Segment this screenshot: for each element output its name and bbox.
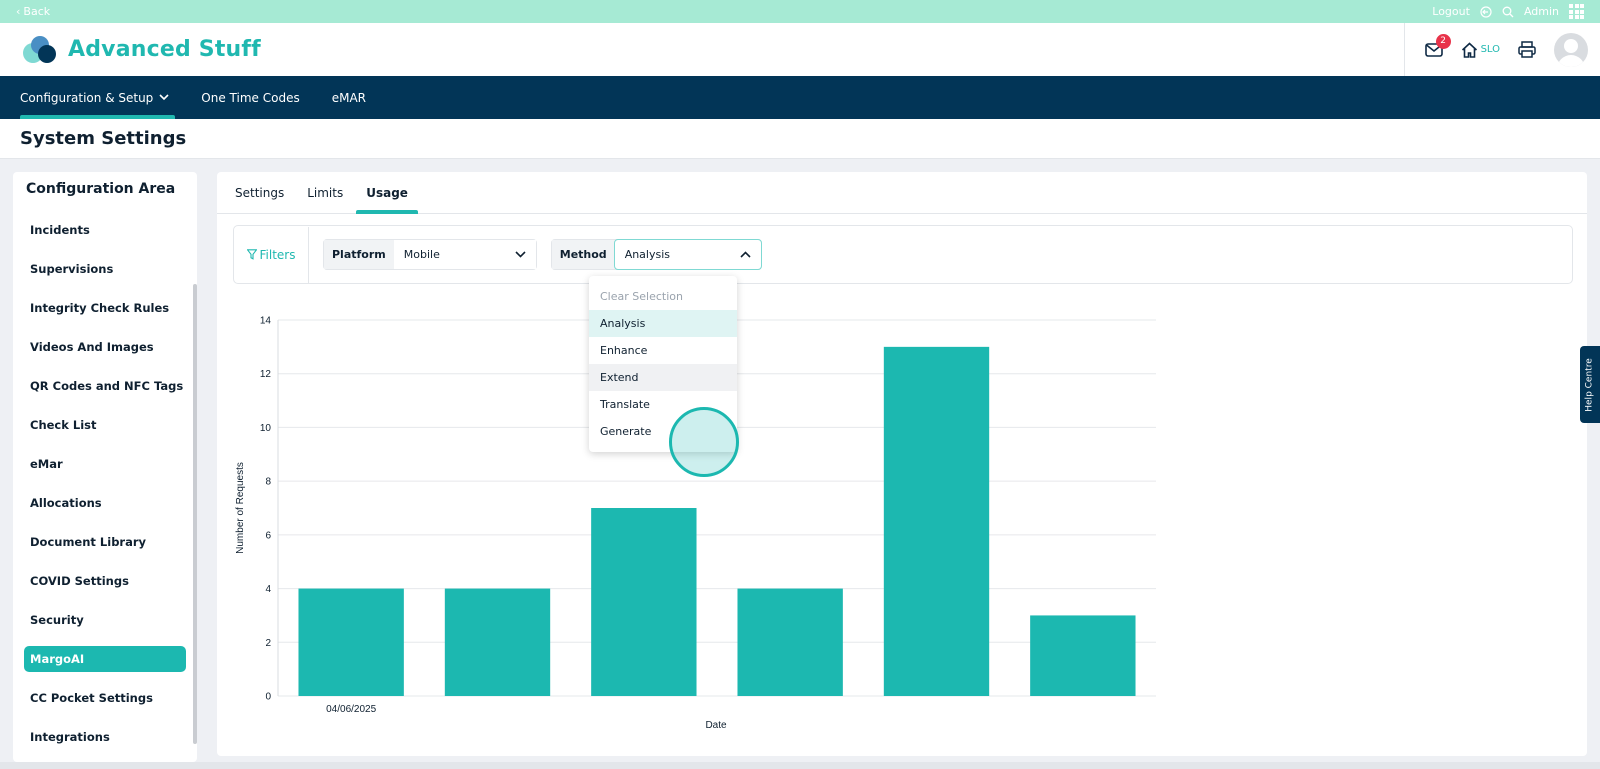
filters-button[interactable]: Filters <box>234 226 309 283</box>
filter-icon <box>246 249 257 260</box>
logout-link[interactable]: Logout <box>1432 5 1470 18</box>
main-panel: Settings Limits Usage Filters Platform M… <box>217 172 1587 756</box>
platform-select[interactable]: Mobile <box>393 240 536 269</box>
chevron-left-icon: ‹ <box>16 5 21 18</box>
option-extend[interactable]: Extend <box>589 364 737 391</box>
print-icon <box>1518 41 1536 58</box>
method-value: Analysis <box>624 248 671 261</box>
option-translate[interactable]: Translate <box>600 398 650 411</box>
sidebar-item-integrity-check-rules[interactable]: Integrity Check Rules <box>30 301 170 315</box>
sidebar-item-incidents[interactable]: Incidents <box>30 223 90 237</box>
mail-button[interactable]: 2 <box>1424 33 1451 57</box>
search-icon[interactable] <box>1502 6 1514 18</box>
apps-grid-icon[interactable] <box>1569 4 1584 19</box>
chevron-up-icon <box>740 251 751 258</box>
method-filter: Method Analysis <box>550 239 762 270</box>
sidebar-title: Configuration Area <box>26 181 176 197</box>
sidebar-scrollbar[interactable] <box>193 284 197 744</box>
home-button[interactable]: SLO <box>1461 41 1500 58</box>
nav-label: Configuration & Setup <box>20 90 154 105</box>
notification-badge: 2 <box>1435 33 1451 49</box>
configuration-sidebar: Configuration Area Incidents Supervision… <box>13 172 197 762</box>
user-label[interactable]: Admin <box>1523 5 1559 18</box>
avatar[interactable] <box>1554 32 1588 67</box>
help-centre-label: Help Centre <box>1585 357 1596 412</box>
main-nav: Configuration & Setup One Time Codes eMA… <box>0 76 1600 119</box>
nav-one-time-codes[interactable]: One Time Codes <box>201 76 299 119</box>
page-header: System Settings <box>0 119 1600 159</box>
sidebar-item-supervisions[interactable]: Supervisions <box>30 262 114 276</box>
option-generate[interactable]: Generate <box>600 425 652 438</box>
sidebar-item-videos-and-images[interactable]: Videos And Images <box>30 340 154 354</box>
sidebar-item-qr-codes-nfc-tags[interactable]: QR Codes and NFC Tags <box>30 379 184 393</box>
filter-bar: Filters Platform Mobile Method Analysis <box>233 225 1573 284</box>
nav-label: eMAR <box>331 90 366 105</box>
sidebar-item-margoai[interactable]: MargoAI <box>24 646 186 672</box>
page-title: System Settings <box>20 128 187 149</box>
top-strip: ‹ Back Logout Admin <box>0 0 1600 23</box>
touch-indicator <box>669 407 739 477</box>
platform-label: Platform <box>324 240 394 269</box>
back-link[interactable]: ‹ Back <box>16 5 50 18</box>
sidebar-item-check-list[interactable]: Check List <box>30 418 97 432</box>
brand-title: Advanced Stuff <box>68 37 261 62</box>
help-centre-tab[interactable]: Help Centre <box>1580 346 1600 423</box>
nav-emar[interactable]: eMAR <box>332 76 366 119</box>
sidebar-item-allocations[interactable]: Allocations <box>30 496 102 510</box>
header-divider <box>1403 23 1405 76</box>
nav-label: One Time Codes <box>201 90 300 105</box>
sidebar-item-covid-settings[interactable]: COVID Settings <box>30 574 129 588</box>
logo-icon <box>23 35 56 63</box>
option-enhance[interactable]: Enhance <box>600 344 648 357</box>
bottom-strip <box>0 762 1600 769</box>
user-avatar-icon <box>1557 38 1585 67</box>
tab-usage[interactable]: Usage <box>356 172 418 214</box>
sidebar-item-cc-pocket-settings[interactable]: CC Pocket Settings <box>30 691 153 705</box>
clear-selection-option[interactable]: Clear Selection <box>600 290 683 303</box>
tab-bar: Settings Limits Usage <box>217 172 1587 214</box>
platform-value: Mobile <box>403 248 440 261</box>
sidebar-item-document-library[interactable]: Document Library <box>30 535 147 549</box>
method-label: Method <box>551 240 615 269</box>
nav-configuration-setup[interactable]: Configuration & Setup <box>20 76 176 119</box>
print-button[interactable] <box>1518 41 1536 58</box>
back-label: Back <box>23 5 51 18</box>
sidebar-item-security[interactable]: Security <box>30 613 84 627</box>
brand[interactable]: Advanced Stuff <box>20 34 261 66</box>
home-icon <box>1461 41 1477 58</box>
filters-label: Filters <box>259 247 296 262</box>
method-select[interactable]: Analysis <box>613 239 762 270</box>
chevron-down-icon <box>515 251 526 258</box>
sidebar-item-integrations[interactable]: Integrations <box>30 730 110 744</box>
tab-limits[interactable]: Limits <box>307 185 344 200</box>
app-header: Advanced Stuff 2 SLO <box>0 23 1600 76</box>
option-analysis[interactable]: Analysis <box>589 310 737 337</box>
tab-settings[interactable]: Settings <box>235 185 285 200</box>
site-label: SLO <box>1480 44 1500 55</box>
logout-icon[interactable] <box>1480 5 1492 18</box>
platform-filter: Platform Mobile <box>323 239 537 270</box>
sidebar-item-emar[interactable]: eMar <box>30 457 63 471</box>
chevron-down-icon <box>159 94 169 101</box>
